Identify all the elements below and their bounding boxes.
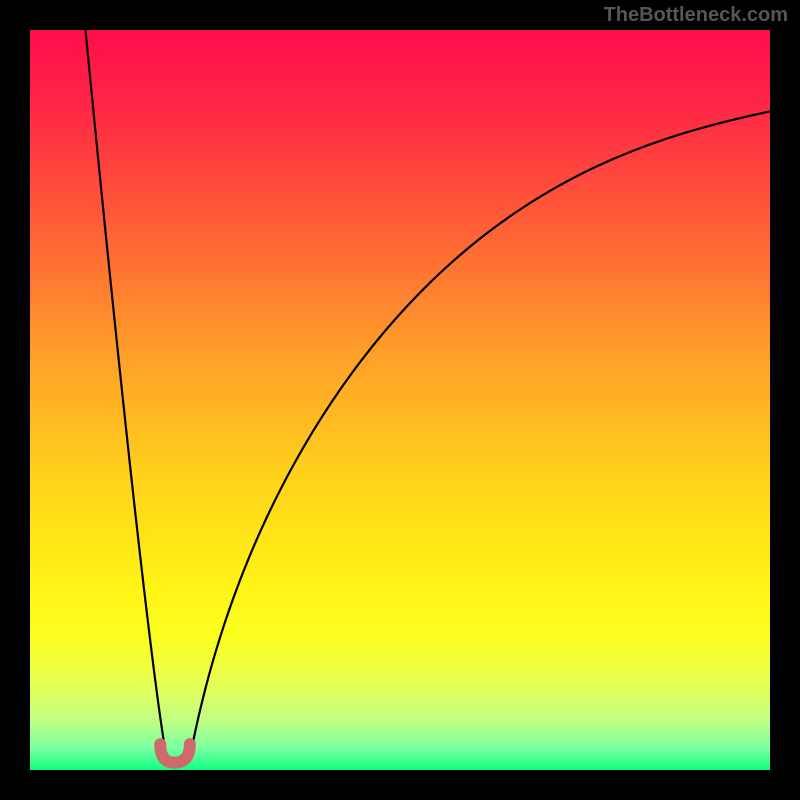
watermark-text: TheBottleneck.com: [604, 4, 788, 27]
chart-svg: [0, 0, 800, 800]
bottleneck-chart: TheBottleneck.com: [0, 0, 800, 800]
